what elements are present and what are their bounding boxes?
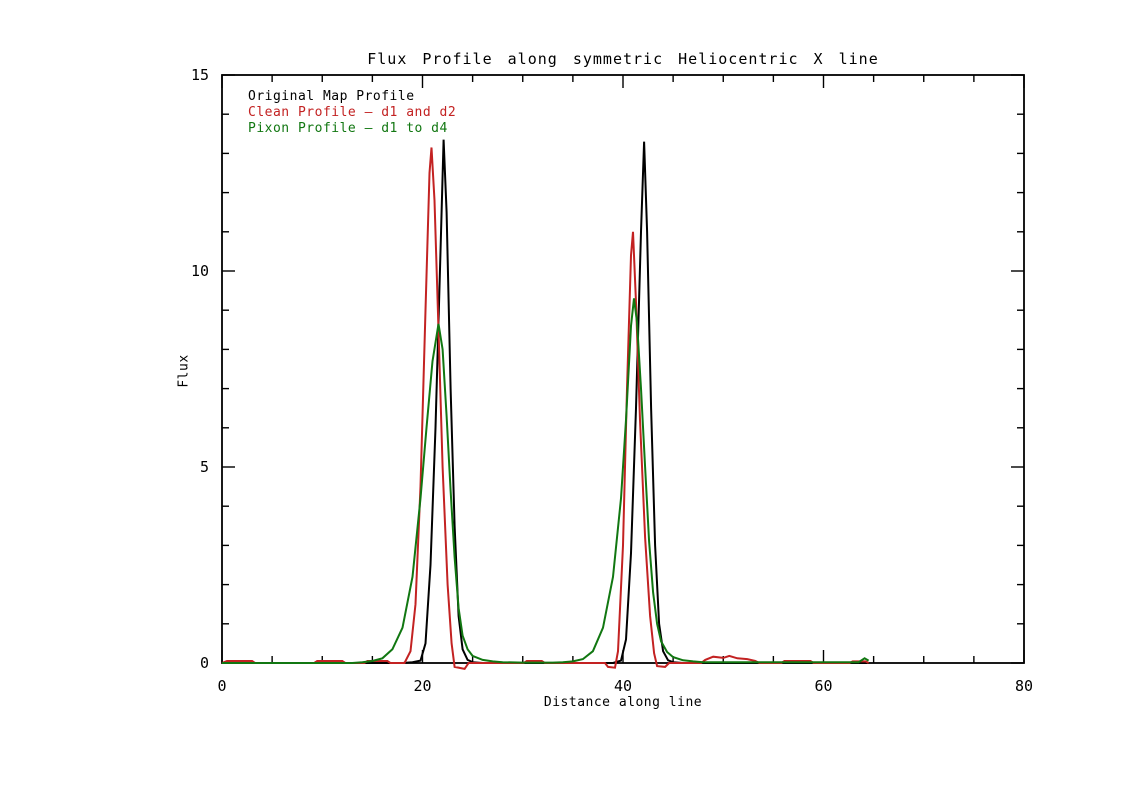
- y-axis-label: Flux: [176, 354, 192, 388]
- legend: Original Map Profile Clean Profile — d1 …: [248, 89, 456, 137]
- series-pixon-profile-d1-to-d4: [222, 298, 870, 664]
- legend-item-pixon-profile: Pixon Profile — d1 to d4: [248, 121, 448, 136]
- axes-box: [221, 74, 1025, 664]
- y-tick-label-1: 5: [200, 458, 209, 476]
- x-tick-label-3: 60: [814, 677, 832, 695]
- series-clean-profile-d1-and-d2: [221, 147, 870, 671]
- series-original-map-profile: [222, 139, 869, 664]
- y-tick-label-0: 0: [200, 654, 209, 672]
- legend-item-original-map-profile: Original Map Profile: [248, 89, 415, 104]
- x-tick-label-4: 80: [1015, 677, 1033, 695]
- legend-item-clean-profile: Clean Profile — d1 and d2: [248, 105, 457, 120]
- y-tick-label-2: 10: [191, 262, 209, 280]
- x-tick-label-2: 40: [614, 677, 632, 695]
- x-axis-label: Distance along line: [543, 695, 703, 710]
- x-tick-label-1: 20: [413, 677, 431, 695]
- x-tick-label-0: 0: [217, 677, 226, 695]
- chart-title: Flux Profile along symmetric Heliocentri…: [367, 50, 879, 68]
- y-tick-label-3: 15: [191, 66, 209, 84]
